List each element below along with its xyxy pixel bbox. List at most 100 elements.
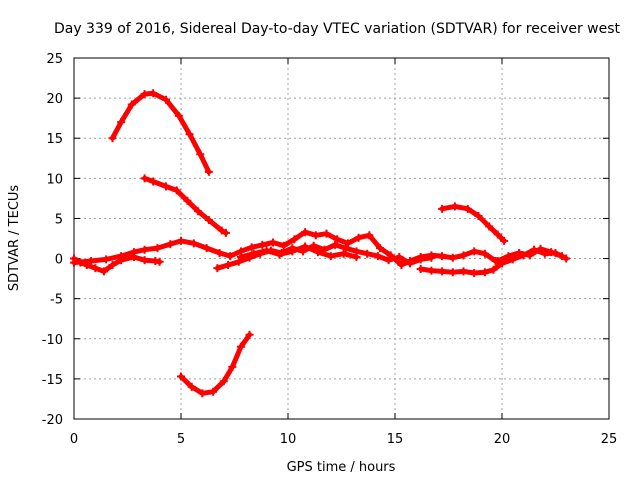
data-point (153, 244, 162, 253)
data-point (236, 342, 245, 351)
data-point (140, 90, 149, 99)
data-point (194, 207, 203, 216)
data-point (288, 247, 297, 256)
data-point (127, 100, 136, 109)
data-point (474, 212, 483, 221)
data-point (217, 226, 226, 235)
series-line-arc-mid (142, 175, 229, 236)
data-point (485, 222, 494, 231)
data-point (470, 268, 479, 277)
data-point (416, 255, 425, 264)
data-point (525, 251, 534, 260)
data-point (301, 228, 310, 237)
data-point (562, 254, 571, 263)
data-point (480, 249, 489, 258)
data-point (269, 238, 278, 247)
data-point (376, 244, 385, 253)
y-axis-label: SDTVAR / TECUs (7, 185, 22, 292)
data-point (279, 241, 288, 250)
data-point (87, 256, 96, 265)
data-point (331, 240, 340, 249)
y-tick-label: -20 (42, 413, 63, 428)
data-point (140, 245, 149, 254)
data-point (108, 260, 117, 269)
data-point (557, 252, 566, 261)
series-line-arc-late (439, 203, 507, 244)
data-point (174, 111, 183, 120)
data-point (236, 252, 245, 261)
data-point (536, 244, 545, 253)
data-point (397, 260, 406, 269)
data-point (450, 202, 459, 211)
data-point (187, 382, 196, 391)
data-point (172, 186, 181, 195)
data-point (204, 167, 213, 176)
data-point (226, 252, 235, 261)
data-point (405, 259, 414, 268)
data-point (343, 239, 352, 248)
y-tick-label: 5 (55, 212, 63, 227)
data-point (311, 231, 320, 240)
data-point (333, 235, 342, 244)
y-tick-label: 20 (46, 92, 63, 107)
data-point (117, 252, 126, 261)
data-point (117, 118, 126, 127)
data-point (258, 240, 267, 249)
data-point (177, 372, 185, 381)
data-point (480, 268, 489, 277)
x-tick-label: 10 (280, 432, 297, 447)
data-point (339, 249, 348, 258)
data-point (219, 377, 228, 386)
data-point (438, 267, 447, 276)
data-point (459, 251, 468, 260)
data-point (215, 248, 224, 257)
y-tick-label: -5 (50, 293, 63, 308)
data-point (504, 252, 513, 261)
data-point (427, 266, 436, 275)
data-point (247, 243, 256, 252)
data-point (70, 258, 78, 267)
data-point (189, 239, 198, 248)
x-tick-label: 5 (177, 432, 185, 447)
y-tick-label: 25 (46, 52, 63, 67)
data-point (493, 256, 502, 265)
data-point (162, 95, 171, 104)
data-point (459, 267, 468, 276)
data-point (224, 260, 233, 269)
data-point (354, 233, 363, 242)
data-point (262, 246, 271, 255)
data-point (196, 150, 205, 159)
data-point (198, 389, 207, 398)
data-point (438, 252, 447, 261)
data-point (373, 252, 382, 261)
data-point (313, 248, 322, 257)
series-line-arc-high (110, 90, 212, 175)
data-point (108, 134, 117, 143)
data-point (166, 240, 175, 249)
data-point (470, 247, 479, 256)
data-point (500, 236, 509, 245)
data-point (365, 231, 374, 240)
data-point (395, 252, 404, 261)
chart-title: Day 339 of 2016, Sidereal Day-to-day VTE… (54, 21, 621, 37)
data-point (149, 89, 158, 98)
data-point (301, 242, 310, 251)
data-point (245, 330, 254, 339)
data-point (416, 264, 425, 273)
data-point (177, 236, 185, 245)
y-tick-label: 10 (46, 172, 63, 187)
data-point (213, 264, 222, 273)
data-point (162, 182, 171, 191)
data-point (363, 249, 372, 258)
data-series (70, 89, 571, 398)
y-tick-label: -15 (42, 373, 63, 388)
data-point (341, 244, 350, 253)
data-point (202, 244, 211, 253)
data-point (221, 228, 230, 237)
data-point (547, 248, 556, 257)
data-point (384, 256, 393, 265)
data-point (155, 257, 164, 266)
data-point (290, 235, 299, 244)
data-point (249, 249, 258, 258)
